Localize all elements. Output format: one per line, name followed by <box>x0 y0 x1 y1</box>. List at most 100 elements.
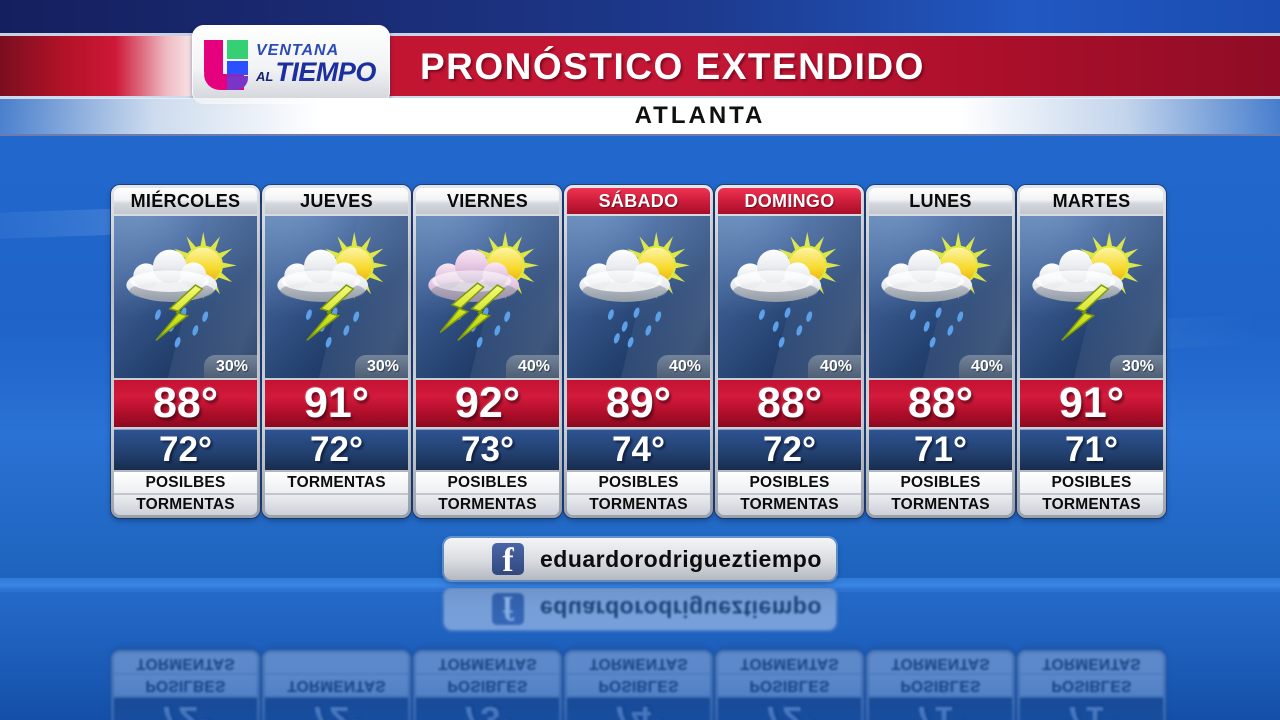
day-card: MARTES 30% 91° 71° POSIBLES TORMENTAS <box>1017 185 1166 518</box>
condition-line1: POSIBLES <box>900 473 981 491</box>
precip-chance-badge: 30% <box>1109 355 1163 378</box>
day-card: SÁBADO 40% 89° 74° POSIBLES TORMENTAS <box>564 650 713 720</box>
condition-line1: POSIBLES <box>447 677 528 695</box>
day-card: JUEVES 30% 91° 72° TORMENTAS <box>262 650 411 720</box>
facebook-icon: f <box>492 593 524 625</box>
forecast-cards-row: MIÉRCOLES 30% 88° 72° POSILBES TORMENTAS <box>111 185 1166 518</box>
forecast-cards-row: MIÉRCOLES 30% 88° 72° POSILBES TORMENTAS <box>111 650 1166 720</box>
facebook-bar: f eduardorodrigueztiempo <box>444 538 836 580</box>
condition-panel: POSIBLES TORMENTAS <box>869 472 1012 515</box>
condition-line1: TORMENTAS <box>287 473 386 491</box>
condition-line2: TORMENTAS <box>567 653 710 676</box>
day-card: JUEVES 30% 91° 72° TORMENTAS <box>262 185 411 518</box>
day-name: VIERNES <box>416 188 559 214</box>
sun-cloud-lightning-icon <box>1032 231 1143 341</box>
condition-panel: POSIBLES TORMENTAS <box>869 653 1012 696</box>
high-temp: 92° <box>416 380 559 427</box>
condition-line2: TORMENTAS <box>869 492 1012 515</box>
high-temp: 89° <box>567 380 710 427</box>
facebook-handle: eduardorodrigueztiempo <box>540 596 822 623</box>
day-card: VIERNES 40% 92° 73° POSIBLES TORMENTAS <box>413 650 562 720</box>
background-divider-strip <box>0 578 1280 592</box>
precip-chance-badge: 40% <box>656 355 710 378</box>
condition-panel: POSIBLES TORMENTAS <box>718 653 861 696</box>
condition-panel: POSIBLES TORMENTAS <box>718 472 861 515</box>
condition-panel: POSIBLES TORMENTAS <box>416 472 559 515</box>
day-card: LUNES 40% 88° 71° POSIBLES TORMENTAS <box>866 650 1015 720</box>
floor-reflection: MIÉRCOLES 30% 88° 72° POSILBES TORMENTAS <box>0 588 1280 720</box>
weather-icon-area: 40% <box>869 216 1012 378</box>
precip-chance-badge: 40% <box>505 355 559 378</box>
condition-panel: POSIBLES TORMENTAS <box>1020 472 1163 515</box>
precip-chance-badge: 30% <box>203 355 257 378</box>
precip-chance-badge: 40% <box>958 355 1012 378</box>
condition-line1: POSIBLES <box>1051 473 1132 491</box>
condition-line2: TORMENTAS <box>1020 492 1163 515</box>
condition-panel: POSIBLES TORMENTAS <box>567 472 710 515</box>
condition-panel: POSIBLES TORMENTAS <box>416 653 559 696</box>
location-strip: ATLANTA <box>0 98 1280 136</box>
logo-line2-big: TIEMPO <box>275 57 376 87</box>
sun-cloud-storm-icon <box>428 231 539 348</box>
condition-line2: TORMENTAS <box>114 492 257 515</box>
univision-u-logo-icon <box>204 39 248 90</box>
condition-panel: POSILBES TORMENTAS <box>114 653 257 696</box>
high-temp: 88° <box>869 380 1012 427</box>
weather-icon-area: 40% <box>718 216 861 378</box>
brand-logo-plate: VENTANA AL TIEMPO <box>192 25 390 104</box>
low-temp: 72° <box>265 429 408 470</box>
day-name: LUNES <box>869 188 1012 214</box>
low-temp: 74° <box>567 429 710 470</box>
condition-line1: POSIBLES <box>749 473 830 491</box>
condition-line2: TORMENTAS <box>114 653 257 676</box>
facebook-bar: f eduardorodrigueztiempo <box>444 588 836 630</box>
condition-line1: TORMENTAS <box>287 677 386 695</box>
condition-panel: TORMENTAS <box>265 653 408 696</box>
weather-icon-area: 40% <box>416 216 559 378</box>
logo-line1: VENTANA <box>256 42 340 59</box>
condition-line1: POSIBLES <box>1051 677 1132 695</box>
condition-line2: TORMENTAS <box>416 653 559 676</box>
facebook-icon: f <box>492 543 524 575</box>
weather-icon-area: 30% <box>114 216 257 378</box>
condition-line2: TORMENTAS <box>718 492 861 515</box>
page-title: PRONÓSTICO EXTENDIDO <box>420 46 925 87</box>
condition-line1: POSILBES <box>145 473 226 491</box>
weather-icon-area: 30% <box>1020 216 1163 378</box>
condition-line1: POSIBLES <box>598 677 679 695</box>
condition-line1: POSIBLES <box>447 473 528 491</box>
low-temp: 71° <box>869 429 1012 470</box>
condition-line1: POSIBLES <box>749 677 830 695</box>
condition-panel: TORMENTAS <box>265 472 408 515</box>
day-name: SÁBADO <box>567 188 710 214</box>
weather-icon-area: 40% <box>567 216 710 378</box>
condition-line2: TORMENTAS <box>416 492 559 515</box>
low-temp: 72° <box>114 698 257 720</box>
low-temp: 71° <box>869 698 1012 720</box>
condition-line2 <box>265 653 408 676</box>
high-temp: 91° <box>265 380 408 427</box>
day-card: MARTES 30% 91° 71° POSIBLES TORMENTAS <box>1017 650 1166 720</box>
day-card: MIÉRCOLES 30% 88° 72° POSILBES TORMENTAS <box>111 185 260 518</box>
condition-line1: POSILBES <box>145 677 226 695</box>
day-card: VIERNES 40% 92° 73° POSIBLES TORMENTAS <box>413 185 562 518</box>
day-card: MIÉRCOLES 30% 88° 72° POSILBES TORMENTAS <box>111 650 260 720</box>
low-temp: 71° <box>1020 429 1163 470</box>
facebook-handle: eduardorodrigueztiempo <box>540 545 822 572</box>
condition-panel: POSIBLES TORMENTAS <box>567 653 710 696</box>
top-band <box>0 0 1280 36</box>
condition-line1: POSIBLES <box>598 473 679 491</box>
condition-line2: TORMENTAS <box>1020 653 1163 676</box>
day-name: DOMINGO <box>718 188 861 214</box>
sun-cloud-rain-icon <box>579 231 690 348</box>
low-temp: 72° <box>114 429 257 470</box>
high-temp: 88° <box>718 380 861 427</box>
day-card: DOMINGO 40% 88° 72° POSIBLES TORMENTAS <box>715 650 864 720</box>
precip-chance-badge: 30% <box>354 355 408 378</box>
forecast-stage: MIÉRCOLES 30% 88° 72° POSILBES TORMENTAS <box>0 180 1280 580</box>
brand-logo-text: VENTANA AL TIEMPO <box>256 43 376 86</box>
low-temp: 71° <box>1020 698 1163 720</box>
low-temp: 73° <box>416 698 559 720</box>
low-temp: 72° <box>265 698 408 720</box>
day-name: MIÉRCOLES <box>114 188 257 214</box>
